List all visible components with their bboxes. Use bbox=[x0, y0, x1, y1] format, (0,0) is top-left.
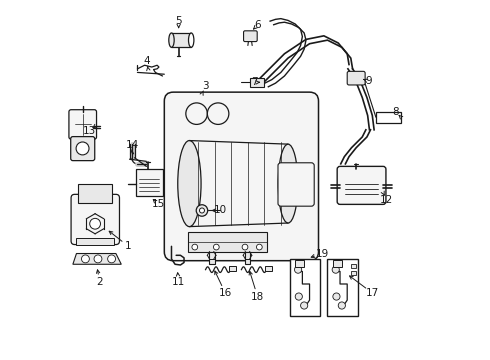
Text: 5: 5 bbox=[175, 17, 182, 27]
Bar bbox=[229, 266, 236, 271]
Circle shape bbox=[186, 103, 207, 125]
Bar bbox=[172, 33, 191, 47]
Text: 11: 11 bbox=[172, 277, 185, 287]
Text: 16: 16 bbox=[219, 288, 232, 298]
Text: 17: 17 bbox=[366, 288, 379, 298]
Circle shape bbox=[199, 208, 204, 213]
Circle shape bbox=[90, 219, 100, 229]
Bar bbox=[327, 259, 358, 316]
Text: 2: 2 bbox=[97, 277, 103, 287]
Text: 15: 15 bbox=[151, 199, 165, 210]
Circle shape bbox=[332, 266, 339, 273]
Bar bbox=[333, 260, 342, 267]
Text: 19: 19 bbox=[316, 248, 329, 258]
Bar bbox=[290, 259, 320, 316]
Circle shape bbox=[94, 255, 102, 263]
FancyBboxPatch shape bbox=[337, 166, 386, 204]
Bar bbox=[250, 78, 264, 87]
Circle shape bbox=[256, 244, 262, 250]
Text: 9: 9 bbox=[366, 76, 372, 86]
Bar bbox=[265, 266, 272, 271]
Bar bbox=[78, 184, 112, 203]
FancyBboxPatch shape bbox=[347, 71, 365, 85]
Circle shape bbox=[81, 255, 89, 263]
Circle shape bbox=[333, 293, 340, 300]
FancyBboxPatch shape bbox=[69, 110, 97, 139]
Bar bbox=[351, 264, 356, 268]
FancyBboxPatch shape bbox=[278, 163, 314, 206]
Circle shape bbox=[207, 103, 229, 125]
Circle shape bbox=[294, 266, 302, 273]
Circle shape bbox=[300, 302, 308, 309]
Bar bbox=[76, 238, 114, 244]
Text: 6: 6 bbox=[254, 20, 261, 30]
Bar bbox=[245, 252, 250, 264]
Ellipse shape bbox=[189, 33, 194, 47]
FancyBboxPatch shape bbox=[244, 31, 257, 41]
Circle shape bbox=[108, 255, 116, 263]
Ellipse shape bbox=[278, 144, 298, 223]
Bar bbox=[209, 252, 215, 264]
Text: 10: 10 bbox=[213, 206, 226, 216]
Text: 3: 3 bbox=[202, 81, 209, 91]
Text: 14: 14 bbox=[125, 140, 139, 150]
Text: 12: 12 bbox=[380, 195, 393, 205]
Text: 1: 1 bbox=[125, 241, 132, 251]
Polygon shape bbox=[73, 253, 122, 264]
Bar bbox=[136, 169, 163, 196]
FancyBboxPatch shape bbox=[164, 92, 318, 261]
Text: 8: 8 bbox=[392, 107, 399, 117]
Ellipse shape bbox=[169, 33, 174, 47]
Bar bbox=[295, 260, 304, 267]
Text: 7: 7 bbox=[251, 77, 257, 87]
Text: 18: 18 bbox=[251, 292, 264, 302]
Circle shape bbox=[242, 244, 248, 250]
Bar bbox=[376, 112, 401, 123]
Circle shape bbox=[214, 244, 219, 250]
FancyBboxPatch shape bbox=[71, 194, 120, 244]
Circle shape bbox=[338, 302, 345, 309]
Bar bbox=[188, 232, 267, 252]
FancyBboxPatch shape bbox=[71, 136, 95, 161]
Circle shape bbox=[196, 205, 208, 216]
Circle shape bbox=[76, 142, 89, 155]
Circle shape bbox=[295, 293, 302, 300]
Text: 4: 4 bbox=[143, 56, 149, 66]
Ellipse shape bbox=[178, 140, 201, 226]
Circle shape bbox=[192, 244, 197, 250]
Text: 13: 13 bbox=[82, 126, 96, 135]
Bar bbox=[351, 271, 356, 275]
